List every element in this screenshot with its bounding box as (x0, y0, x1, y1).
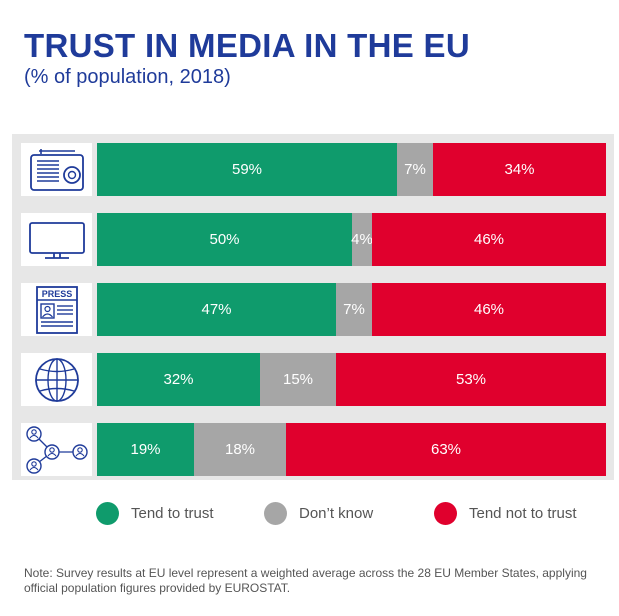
press-label: PRESS (41, 289, 72, 299)
bar-press: 47% 7% 46% (97, 283, 606, 336)
legend-swatch-trust (96, 502, 119, 525)
bar-television: 50% 4% 46% (97, 213, 606, 266)
bar-segment-dontknow: 7% (336, 283, 372, 336)
row-radio: 59% 7% 34% (12, 134, 614, 196)
legend: Tend to trust Don’t know Tend not to tru… (0, 502, 619, 532)
legend-item-dontknow: Don’t know (264, 502, 373, 525)
row-social-networks: 19% 18% 63% (12, 414, 614, 476)
bar-segment-trust: 47% (97, 283, 336, 336)
data-label: 50% (209, 231, 240, 248)
icon-box-radio (21, 143, 92, 196)
legend-label-dontknow: Don’t know (299, 505, 374, 522)
bar-segment-nottrust: 34% (433, 143, 606, 196)
row-television: 50% 4% 46% (12, 204, 614, 266)
data-label: 7% (343, 301, 365, 318)
bar-segment-trust: 19% (97, 423, 194, 476)
data-label: 18% (224, 441, 256, 458)
legend-swatch-nottrust (434, 502, 457, 525)
row-internet: 32% 15% 53% (12, 344, 614, 406)
bar-segment-trust: 50% (97, 213, 352, 266)
icon-box-social (21, 423, 92, 476)
bar-segment-trust: 32% (97, 353, 260, 406)
data-label: 53% (455, 371, 487, 388)
icon-box-press: PRESS (21, 283, 92, 336)
globe-icon (34, 357, 79, 402)
legend-item-trust: Tend to trust (96, 502, 214, 525)
chart-title: TRUST IN MEDIA IN THE EU (24, 27, 470, 64)
icon-box-internet (21, 353, 92, 406)
data-label: 46% (473, 231, 505, 248)
tv-icon (28, 221, 85, 259)
bar-segment-nottrust: 46% (372, 283, 606, 336)
data-label: 63% (430, 441, 462, 458)
data-label: 34% (504, 161, 535, 178)
bar-segment-dontknow: 15% (260, 353, 336, 406)
bar-segment-dontknow: 7% (397, 143, 433, 196)
bar-segment-trust: 59% (97, 143, 397, 196)
social-network-icon (25, 425, 88, 474)
data-label: 46% (473, 301, 505, 318)
bar-radio: 59% 7% 34% (97, 143, 606, 196)
data-label: 7% (404, 161, 426, 178)
data-label: 19% (130, 441, 161, 458)
legend-label-trust: Tend to trust (131, 505, 214, 522)
radio-icon (29, 148, 84, 191)
chart-subtitle: (% of population, 2018) (24, 66, 231, 88)
data-label: 47% (201, 301, 232, 318)
legend-item-nottrust: Tend not to trust (434, 502, 577, 525)
bar-segment-nottrust: 63% (286, 423, 606, 476)
bar-segment-nottrust: 53% (336, 353, 606, 406)
bar-segment-dontknow: 4% (351, 213, 373, 266)
legend-label-nottrust: Tend not to trust (469, 505, 577, 522)
bar-segment-nottrust: 46% (372, 213, 606, 266)
data-label: 32% (163, 371, 194, 388)
footnote: Note: Survey results at EU level represe… (24, 566, 587, 595)
row-press: PRESS 47% 7% 46% (12, 274, 614, 336)
data-label: 4% (351, 231, 373, 248)
bar-internet: 32% 15% 53% (97, 353, 606, 406)
chart-panel: 59% 7% 34% 50% 4% 46% PRESS (12, 134, 614, 480)
legend-swatch-dontknow (264, 502, 287, 525)
data-label: 15% (282, 371, 314, 388)
icon-box-tv (21, 213, 92, 266)
bar-segment-dontknow: 18% (194, 423, 286, 476)
press-icon: PRESS (35, 285, 78, 334)
bar-social-networks: 19% 18% 63% (97, 423, 606, 476)
data-label: 59% (231, 161, 263, 178)
